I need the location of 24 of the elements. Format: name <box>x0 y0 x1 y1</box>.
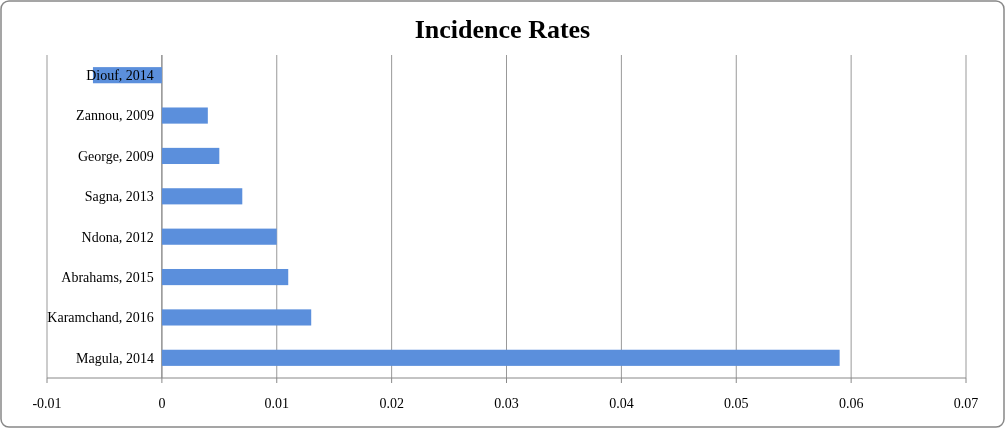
x-tick-label: 0.04 <box>609 396 634 411</box>
bar <box>161 309 312 326</box>
y-tick-label: George, 2009 <box>77 148 154 164</box>
y-tick-label: Sagna, 2013 <box>84 189 154 205</box>
y-tick-label: Karamchand, 2016 <box>47 310 154 326</box>
bar <box>161 349 840 366</box>
y-tick-label: Abrahams, 2015 <box>61 269 154 285</box>
bar <box>161 147 220 165</box>
y-tick-label: Zannou, 2009 <box>76 108 154 124</box>
bar <box>161 107 208 124</box>
x-tick-label: 0.01 <box>264 396 289 411</box>
chart-title: Incidence Rates <box>414 15 591 44</box>
x-tick-label: 0.06 <box>838 396 864 411</box>
x-tick-label: -0.01 <box>32 396 62 411</box>
x-tick-label: 0.03 <box>494 396 519 411</box>
x-tick-label: 0 <box>158 396 166 411</box>
x-tick-label: 0.02 <box>379 396 404 411</box>
bar <box>161 228 277 245</box>
x-tick-label: 0.07 <box>953 396 979 411</box>
bar <box>161 188 243 205</box>
y-tick-label: Ndona, 2012 <box>81 229 154 245</box>
x-tick-label: 0.05 <box>724 396 749 411</box>
bar <box>161 268 289 286</box>
y-tick-label: Magula, 2014 <box>76 350 154 366</box>
